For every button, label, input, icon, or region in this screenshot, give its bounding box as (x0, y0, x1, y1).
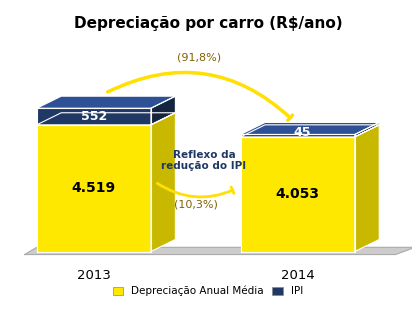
Polygon shape (37, 125, 151, 251)
Polygon shape (37, 96, 176, 108)
Polygon shape (151, 113, 176, 251)
Text: 45: 45 (293, 126, 310, 139)
Legend: Depreciação Anual Média, IPI: Depreciação Anual Média, IPI (109, 282, 307, 301)
Text: (91,8%): (91,8%) (177, 53, 221, 63)
Polygon shape (355, 125, 379, 251)
Text: 2013: 2013 (77, 269, 111, 282)
Polygon shape (37, 113, 176, 125)
Text: Reflexo da
redução do IPI: Reflexo da redução do IPI (161, 149, 247, 171)
Polygon shape (355, 122, 379, 137)
Polygon shape (37, 108, 151, 125)
Text: 2014: 2014 (281, 269, 314, 282)
Polygon shape (240, 125, 379, 137)
Text: 552: 552 (81, 110, 107, 123)
Text: Depreciação por carro (R$/ano): Depreciação por carro (R$/ano) (74, 16, 342, 31)
Text: 4.053: 4.053 (276, 187, 319, 201)
Polygon shape (240, 135, 355, 137)
Polygon shape (25, 247, 415, 255)
Polygon shape (151, 96, 176, 125)
Polygon shape (240, 122, 379, 135)
Polygon shape (240, 137, 355, 251)
Text: (10,3%): (10,3%) (174, 200, 218, 210)
Text: 4.519: 4.519 (72, 181, 116, 195)
